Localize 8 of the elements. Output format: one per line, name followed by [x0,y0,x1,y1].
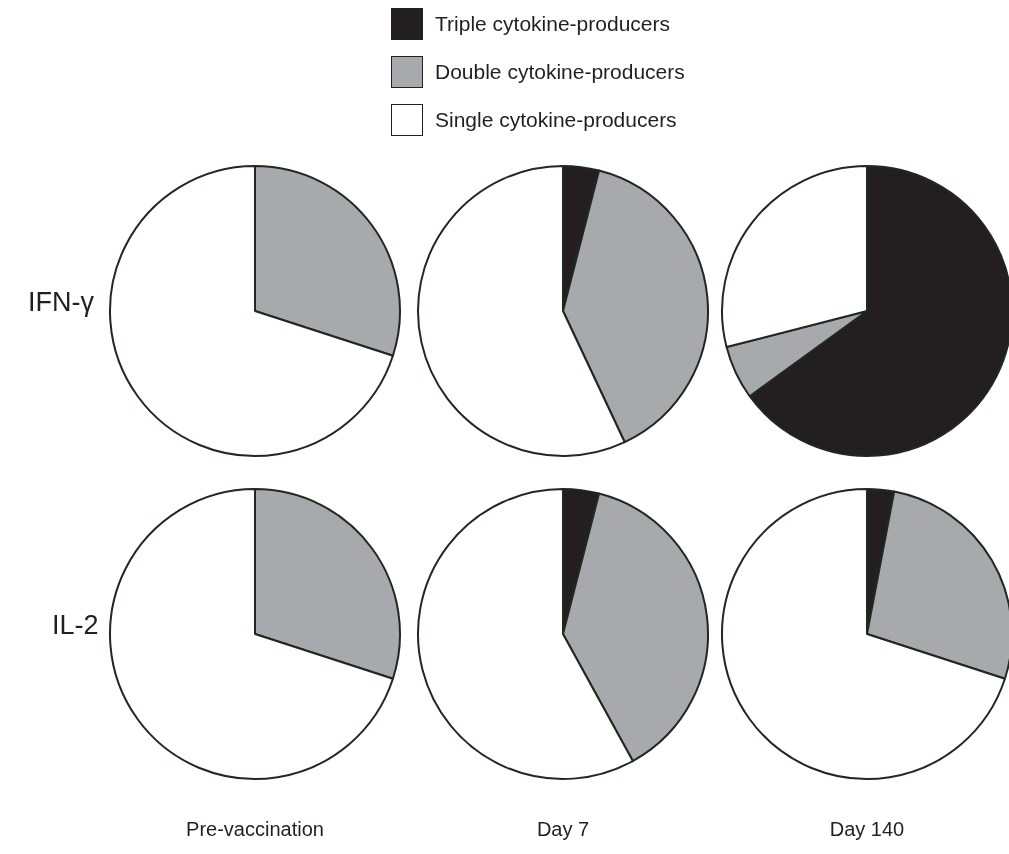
text: Pre-vaccination [186,818,324,841]
legend-label: Triple cytokine-producers [435,12,670,36]
legend-label: Double cytokine-producers [435,60,685,84]
text: IL-2 [52,610,99,641]
text: Day 7 [536,818,590,841]
legend-label: Single cytokine-producers [435,108,677,132]
text: Day 140 [829,818,905,841]
text: IFN-γ [28,287,94,318]
